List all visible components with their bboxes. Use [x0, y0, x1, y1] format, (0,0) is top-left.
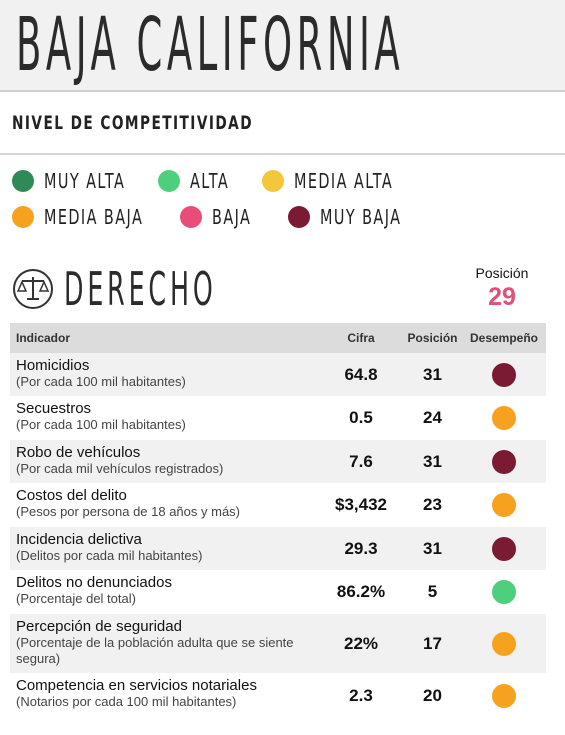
column-header: Indicador	[16, 331, 71, 345]
position: 23	[423, 495, 442, 514]
indicator-unit: (Notarios por cada 100 mil habitantes)	[16, 694, 237, 709]
figure: 86.2%	[336, 582, 386, 601]
indicator: Competencia en servicios notariales (Nota…	[16, 677, 326, 710]
table-row: Percepción de seguridad (Porcentaje de la…	[10, 614, 546, 673]
title: BAJA CALIFORNIA	[16, 2, 405, 88]
indicator: Delitos no denunciados (Porcentaje del to…	[16, 574, 326, 607]
performance-dot	[492, 683, 516, 708]
performance	[466, 673, 542, 718]
table-row: Homicidios (Por cada 100 mil habitantes) 6…	[10, 353, 546, 396]
performance-dot	[492, 493, 516, 517]
column-header: Desempeño	[469, 331, 539, 345]
table-header: Indicador Cifra Posición Desempeño	[10, 323, 546, 353]
legend-label: ALTA	[190, 169, 230, 193]
legend-item: MEDIA BAJA	[12, 202, 182, 232]
indicator-unit: (Por cada 100 mil habitantes)	[16, 417, 186, 432]
column-header: Cifra	[347, 331, 375, 345]
position: 5	[427, 582, 438, 601]
legend-label: MEDIA BAJA	[44, 205, 144, 229]
table-row: Delitos no denunciados (Porcentaje del to…	[10, 570, 546, 614]
indicator-unit: (Por cada 100 mil habitantes)	[16, 374, 186, 389]
performance	[466, 570, 542, 614]
indicator-unit: (Porcentaje de la población adulta que s…	[16, 635, 294, 666]
table-row: Robo de vehículos (Por cada mil vehículos…	[10, 440, 546, 483]
performance-dot	[492, 362, 516, 387]
indicator-name: Costos del delito	[16, 487, 127, 504]
indicator-name: Percepción de seguridad	[16, 618, 182, 635]
indicator: Robo de vehículos (Por cada mil vehículos…	[16, 444, 326, 477]
performance	[466, 483, 542, 527]
position: 20	[423, 685, 442, 705]
header-band: BAJA CALIFORNIA	[0, 0, 565, 92]
indicator: Incidencia delictiva (Delitos por cada mi…	[16, 531, 326, 564]
table-row: Costos del delito (Pesos por persona de 1…	[10, 483, 546, 527]
figure: 2.3	[349, 685, 373, 705]
column-header: Posición	[407, 331, 458, 345]
table-row: Competencia en servicios notariales (Nota…	[10, 673, 546, 718]
legend-dot	[180, 206, 202, 228]
indicator-unit: (Por cada mil vehículos registrados)	[16, 461, 224, 476]
legend-dot	[288, 206, 310, 228]
divider	[0, 153, 565, 155]
position: 24	[423, 408, 442, 427]
indicator-unit: (Delitos por cada mil habitantes)	[16, 548, 203, 563]
legend-label: MUY ALTA	[44, 169, 126, 193]
position-value: 29	[488, 283, 516, 311]
legend-label: MEDIA ALTA	[294, 169, 394, 193]
legend-item: ALTA	[158, 166, 244, 196]
table-body: Homicidios (Por cada 100 mil habitantes) 6…	[10, 353, 546, 718]
indicator-name: Homicidios	[16, 357, 90, 374]
legend-item: MEDIA ALTA	[262, 166, 432, 196]
table-row: Incidencia delictiva (Delitos por cada mi…	[10, 527, 546, 570]
performance-dot	[492, 631, 516, 656]
performance	[466, 396, 542, 440]
performance-dot	[492, 449, 516, 474]
indicator: Percepción de seguridad (Porcentaje de la…	[16, 618, 326, 667]
performance-dot	[492, 406, 516, 430]
position: 31	[423, 364, 442, 384]
figure: 7.6	[349, 451, 373, 471]
performance	[466, 353, 542, 396]
legend-item: BAJA	[180, 202, 267, 232]
legend-dot	[12, 206, 34, 228]
indicator-name: Competencia en servicios notariales	[16, 677, 257, 694]
position: 31	[423, 538, 442, 558]
performance-dot	[492, 580, 516, 604]
indicator-name: Secuestros	[16, 400, 92, 417]
indicator: Secuestros (Por cada 100 mil habitantes)	[16, 400, 326, 433]
section-title: DERECHO	[64, 262, 217, 316]
legend-label: MUY BAJA	[320, 205, 402, 229]
figure: 0.5	[349, 408, 373, 427]
indicator-name: Robo de vehículos	[16, 444, 141, 461]
position: 17	[423, 633, 442, 653]
table: Indicador Cifra Posición Desempeño Homicidi…	[10, 323, 546, 718]
scales-icon	[13, 269, 53, 309]
legend-item: MUY ALTA	[12, 166, 157, 196]
position-label: Posición	[475, 265, 529, 281]
performance	[466, 527, 542, 570]
performance	[466, 440, 542, 483]
figure: $3,432	[335, 495, 387, 514]
figure: 22%	[343, 633, 379, 653]
performance	[466, 614, 542, 673]
indicator-unit: (Pesos por persona de 18 años y más)	[16, 504, 241, 519]
performance-dot	[492, 536, 516, 561]
legend-dot	[12, 170, 34, 192]
indicator: Homicidios (Por cada 100 mil habitantes)	[16, 357, 326, 390]
indicator: Costos del delito (Pesos por persona de 1…	[16, 487, 326, 520]
table-row: Secuestros (Por cada 100 mil habitantes) 0…	[10, 396, 546, 440]
legend-dot	[262, 170, 284, 192]
indicator-name: Incidencia delictiva	[16, 531, 142, 548]
indicator-name: Delitos no denunciados	[16, 574, 172, 591]
figure: 29.3	[344, 538, 378, 558]
figure: 64.8	[344, 364, 378, 384]
indicator-unit: (Porcentaje del total)	[16, 591, 136, 606]
legend-label: BAJA	[212, 205, 252, 229]
legend-dot	[158, 170, 180, 192]
subtitle: NIVEL DE COMPETITIVIDAD	[12, 112, 254, 134]
position: 31	[423, 451, 442, 471]
legend-item: MUY BAJA	[288, 202, 433, 232]
